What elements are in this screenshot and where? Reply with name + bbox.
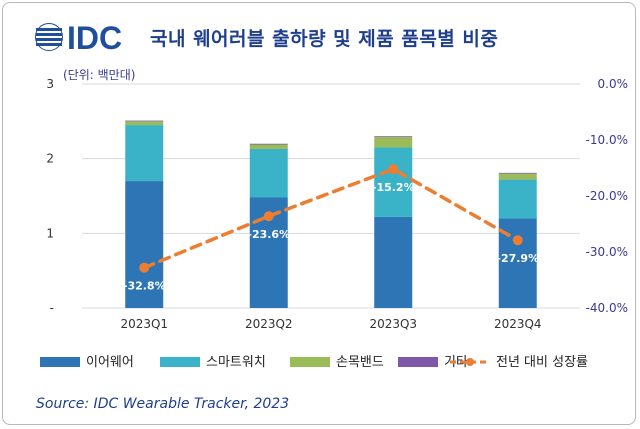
x-tick-label: 2023Q1: [120, 317, 168, 331]
bar-segment: [125, 181, 164, 308]
bar-segment: [249, 144, 288, 149]
legend-label: 손목밴드: [336, 355, 384, 370]
right-axis: 0.0% -10.0% -20.0% -30.0% -40.0%: [586, 77, 628, 315]
legend-line-marker: [466, 358, 474, 366]
bar-segment: [249, 148, 288, 198]
bar-group: [125, 120, 537, 308]
grid-lines: [82, 83, 580, 309]
bar-segment: [249, 143, 288, 145]
growth-data-label: -27.9%: [496, 252, 539, 265]
globe-icon: [35, 23, 63, 51]
growth-line: -32.8% -23.6% -15.2% -27.9%: [123, 164, 539, 293]
growth-line-path: [142, 167, 520, 270]
growth-point: [263, 211, 274, 222]
left-axis: - 1 2 3: [46, 77, 54, 315]
legend-label: 이어웨어: [86, 355, 134, 370]
unit-label: (단위: 백만대): [63, 68, 136, 82]
left-tick-label: 2: [46, 152, 54, 166]
left-tick-label: 3: [46, 77, 54, 91]
legend-label: 스마트워치: [206, 355, 266, 370]
source-note: Source: IDC Wearable Tracker, 2023: [36, 396, 290, 412]
chart-title: 국내 웨어러블 출하량 및 제품 품목별 비중: [150, 28, 499, 50]
bar-segment: [374, 216, 413, 308]
bar-segment: [498, 173, 537, 180]
left-tick-label: -: [50, 301, 54, 315]
right-tick-label: -30.0%: [586, 245, 628, 259]
bar-segment: [498, 172, 537, 174]
growth-point: [388, 164, 399, 175]
logo-text: IDC: [67, 20, 122, 56]
x-tick-label: 2023Q2: [245, 317, 293, 331]
bar-segment: [125, 120, 164, 122]
growth-data-label: -15.2%: [372, 181, 415, 194]
bar-segment: [125, 121, 164, 126]
left-tick-label: 1: [46, 226, 54, 240]
legend-swatch: [40, 357, 80, 367]
right-tick-label: -10.0%: [586, 133, 628, 147]
growth-point: [512, 235, 523, 246]
bar-segment: [374, 147, 413, 217]
growth-data-label: -23.6%: [247, 228, 290, 241]
bar-segment: [374, 137, 413, 148]
right-tick-label: -20.0%: [586, 189, 628, 203]
right-tick-label: 0.0%: [598, 77, 629, 91]
growth-point: [139, 262, 150, 273]
idc-logo: IDC: [35, 20, 122, 56]
x-tick-label: 2023Q4: [494, 317, 542, 331]
bar-segment: [498, 179, 537, 219]
x-tick-label: 2023Q3: [369, 317, 417, 331]
bar-segment: [374, 136, 413, 138]
right-tick-label: -40.0%: [586, 301, 628, 315]
x-axis: 2023Q1 2023Q2 2023Q3 2023Q4: [120, 317, 541, 331]
bar-segment: [125, 125, 164, 182]
legend-label: 전년 대비 성장률: [496, 355, 588, 370]
growth-data-label: -32.8%: [123, 280, 166, 293]
legend-swatch: [398, 357, 438, 367]
legend-swatch: [160, 357, 200, 367]
legend-swatch: [290, 357, 330, 367]
legend: 이어웨어스마트워치손목밴드기타전년 대비 성장률: [40, 355, 588, 370]
